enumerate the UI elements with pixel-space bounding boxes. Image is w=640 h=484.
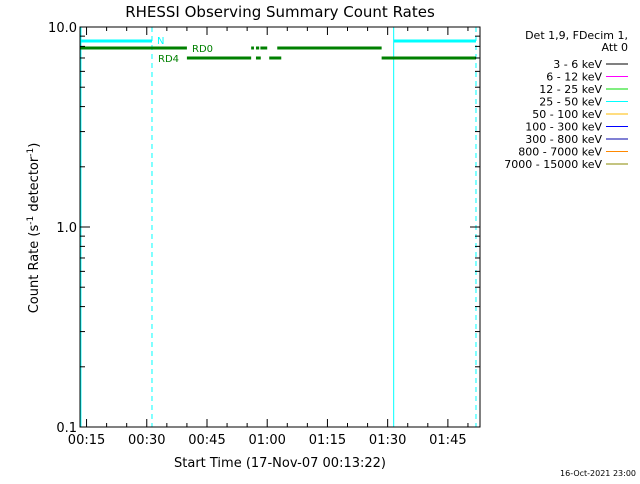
x-tick-label: 01:45: [429, 433, 466, 448]
x-tick-label: 00:45: [188, 433, 225, 448]
legend-entry-label: 3 - 6 keV: [553, 58, 602, 71]
x-tick-label: 01:15: [309, 433, 346, 448]
flag-label-rd0: RD0: [192, 44, 213, 55]
y-tick-label: 10.0: [48, 21, 77, 36]
chart-title: RHESSI Observing Summary Count Rates: [125, 3, 435, 21]
x-tick-label: 00:15: [68, 433, 105, 448]
footer-timestamp: 16-Oct-2021 23:00: [560, 469, 636, 478]
x-axis-label: Start Time (17-Nov-07 00:13:22): [174, 456, 386, 471]
legend-entry-label: 100 - 300 keV: [525, 121, 602, 134]
y-tick-label: 1.0: [56, 221, 77, 236]
y-axis-label: Count Rate (s-1 detector-1): [26, 143, 42, 314]
y-axis-label-exponent: -1: [26, 216, 36, 225]
y-tick-label: 0.1: [56, 421, 77, 436]
legend-entry-label: 6 - 12 keV: [546, 71, 602, 84]
x-tick-label: 01:00: [248, 433, 285, 448]
y-axis-label-exponent: -1: [26, 148, 36, 157]
y-axis-label-part: detector: [27, 156, 42, 216]
legend-entry-label: 12 - 25 keV: [539, 83, 602, 96]
legend-entry-label: 50 - 100 keV: [532, 108, 602, 121]
legend-entry-label: 7000 - 15000 keV: [504, 158, 602, 171]
flag-label-rd4: RD4: [158, 54, 179, 65]
x-tick-label: 00:30: [128, 433, 165, 448]
legend-entry-label: 300 - 800 keV: [525, 133, 602, 146]
legend-title: Att 0: [602, 41, 628, 54]
x-tick-label: 01:30: [369, 433, 406, 448]
legend-entry-label: 25 - 50 keV: [539, 96, 602, 109]
plot-area: N RD0 RD4 00:15 00:30 00:45 01:00 01:15 01:30 01:…: [48, 21, 481, 448]
y-axis-label-part: Count Rate (s: [27, 225, 42, 314]
flag-label-n: N: [157, 36, 164, 47]
y-axis-label-part: ): [27, 143, 42, 148]
legend-title: Det 1,9, FDecim 1,: [525, 29, 628, 42]
legend-entry-label: 800 - 7000 keV: [518, 146, 602, 159]
